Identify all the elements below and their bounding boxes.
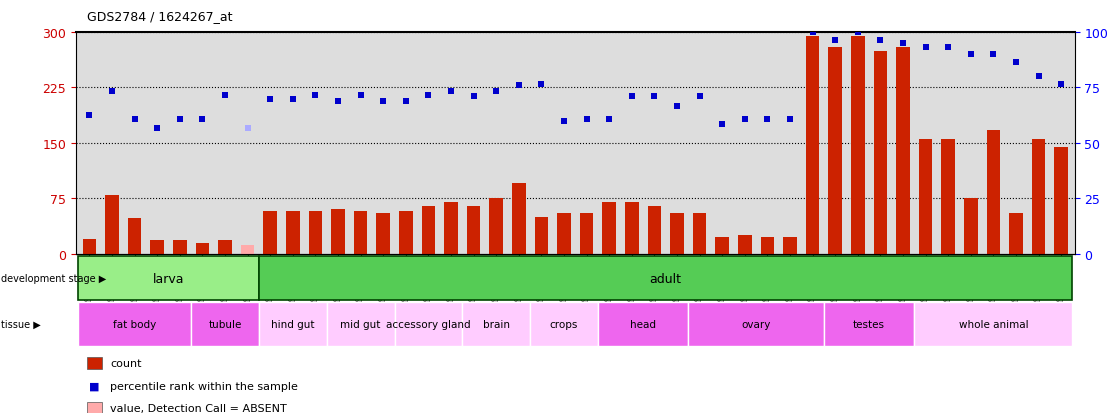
- Text: value, Detection Call = ABSENT: value, Detection Call = ABSENT: [110, 404, 287, 413]
- Text: tubule: tubule: [209, 319, 242, 329]
- Bar: [671, 214, 684, 254]
- Bar: [918, 140, 932, 254]
- Bar: [693, 214, 706, 254]
- Bar: [78, 256, 259, 301]
- Text: fat body: fat body: [113, 319, 156, 329]
- Bar: [105, 195, 118, 254]
- Bar: [219, 241, 232, 254]
- Text: ■: ■: [88, 381, 99, 391]
- Text: brain: brain: [483, 319, 510, 329]
- Bar: [1009, 214, 1022, 254]
- Bar: [530, 302, 598, 347]
- Bar: [598, 302, 689, 347]
- Bar: [354, 211, 367, 254]
- Bar: [191, 302, 259, 347]
- Text: development stage ▶: development stage ▶: [1, 273, 106, 283]
- Bar: [1055, 147, 1068, 254]
- Text: crops: crops: [550, 319, 578, 329]
- Bar: [151, 241, 164, 254]
- Bar: [78, 302, 191, 347]
- Bar: [914, 302, 1072, 347]
- Text: whole animal: whole animal: [959, 319, 1028, 329]
- Bar: [580, 214, 594, 254]
- Bar: [689, 302, 824, 347]
- Bar: [128, 218, 142, 254]
- Bar: [828, 48, 841, 254]
- Text: ovary: ovary: [741, 319, 771, 329]
- Bar: [942, 140, 955, 254]
- Bar: [715, 238, 729, 254]
- Bar: [331, 210, 345, 254]
- Bar: [195, 243, 209, 254]
- Text: mid gut: mid gut: [340, 319, 381, 329]
- Bar: [466, 206, 480, 254]
- Bar: [824, 302, 914, 347]
- Bar: [603, 202, 616, 254]
- Bar: [259, 302, 327, 347]
- Bar: [241, 245, 254, 254]
- Bar: [625, 202, 638, 254]
- Bar: [259, 256, 1072, 301]
- Bar: [987, 130, 1000, 254]
- Bar: [761, 238, 775, 254]
- Bar: [874, 52, 887, 254]
- Bar: [512, 184, 526, 254]
- Text: adult: adult: [650, 272, 682, 285]
- Bar: [400, 211, 413, 254]
- Text: count: count: [110, 358, 142, 368]
- Bar: [263, 211, 277, 254]
- Bar: [783, 238, 797, 254]
- Bar: [852, 37, 865, 254]
- Bar: [462, 302, 530, 347]
- Text: percentile rank within the sample: percentile rank within the sample: [110, 381, 298, 391]
- Text: accessory gland: accessory gland: [386, 319, 471, 329]
- Bar: [964, 199, 978, 254]
- Bar: [309, 211, 323, 254]
- Bar: [896, 48, 910, 254]
- Bar: [286, 211, 299, 254]
- Bar: [422, 206, 435, 254]
- Bar: [738, 235, 751, 254]
- Bar: [535, 217, 548, 254]
- Bar: [444, 202, 458, 254]
- Bar: [647, 206, 661, 254]
- Text: GDS2784 / 1624267_at: GDS2784 / 1624267_at: [87, 10, 232, 23]
- Bar: [490, 199, 503, 254]
- Bar: [557, 214, 570, 254]
- Bar: [173, 241, 186, 254]
- Bar: [395, 302, 462, 347]
- Bar: [327, 302, 395, 347]
- Text: larva: larva: [153, 272, 184, 285]
- Bar: [1032, 140, 1046, 254]
- Bar: [376, 214, 389, 254]
- Bar: [83, 239, 96, 254]
- Bar: [806, 37, 819, 254]
- Text: tissue ▶: tissue ▶: [1, 319, 41, 329]
- Text: testes: testes: [853, 319, 885, 329]
- Text: head: head: [631, 319, 656, 329]
- Text: hind gut: hind gut: [271, 319, 315, 329]
